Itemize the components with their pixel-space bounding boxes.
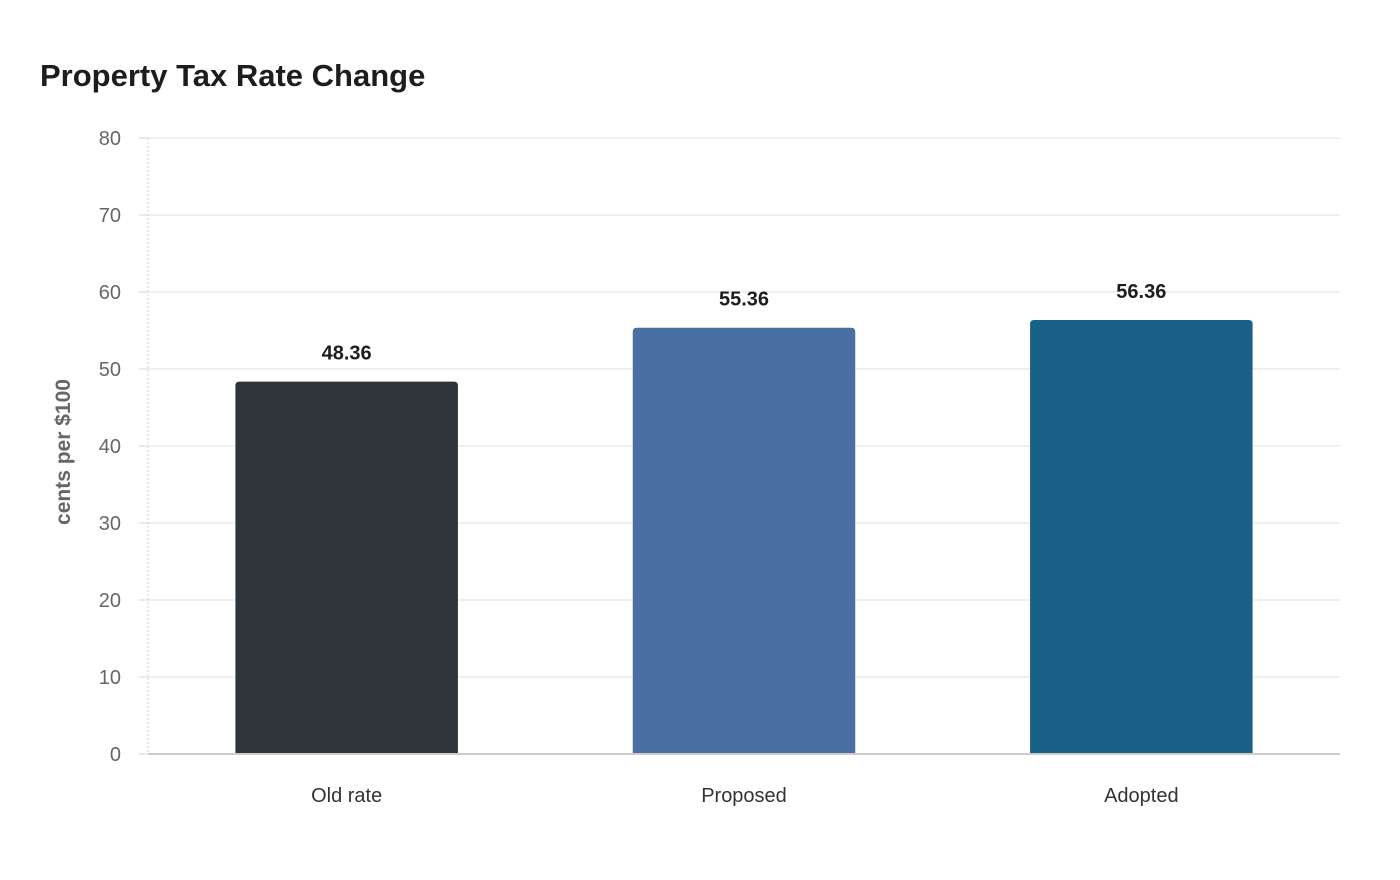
bar-proposed (632, 327, 856, 754)
bar-old-rate (235, 381, 458, 754)
y-tick-label: 10 (99, 667, 121, 689)
y-tick-label: 0 (110, 744, 121, 766)
bar-adopted (1030, 320, 1253, 754)
y-tick-label: 60 (99, 282, 121, 304)
x-tick-label: Adopted (1104, 785, 1179, 807)
y-tick-label: 80 (99, 128, 121, 150)
x-tick-label: Old rate (311, 785, 382, 807)
y-axis-ticks: 0 10 20 30 40 50 60 70 80 (99, 128, 148, 766)
data-label: 48.36 (322, 343, 372, 365)
y-tick-label: 50 (99, 359, 121, 381)
chart-title: Property Tax Rate Change (40, 58, 426, 93)
data-label: 55.36 (719, 289, 769, 311)
y-tick-label: 70 (99, 205, 121, 227)
value-labels: 48.36 55.36 56.36 (322, 281, 1167, 365)
y-tick-label: 20 (99, 590, 121, 612)
y-tick-label: 30 (99, 513, 121, 535)
x-axis-labels: Old rate Proposed Adopted (311, 785, 1179, 807)
bars (235, 320, 1253, 754)
x-tick-label: Proposed (701, 785, 787, 807)
data-label: 56.36 (1116, 281, 1166, 303)
y-tick-label: 40 (99, 436, 121, 458)
y-axis-title: cents per $100 (52, 379, 75, 525)
